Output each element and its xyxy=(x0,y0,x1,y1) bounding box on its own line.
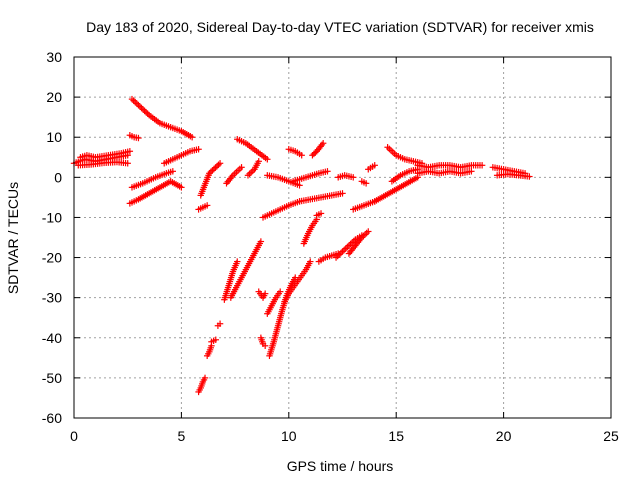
data-point xyxy=(124,160,131,167)
x-tick-labels: 0 5 10 15 20 25 xyxy=(70,428,619,444)
y-tick-label: -60 xyxy=(42,410,62,426)
data-point xyxy=(248,169,255,176)
data-point xyxy=(336,251,343,258)
data-point xyxy=(277,288,284,295)
axis-ticks xyxy=(73,56,612,419)
data-point xyxy=(526,173,533,180)
data-point xyxy=(234,258,241,265)
data-point xyxy=(141,107,148,115)
data-point xyxy=(264,156,271,163)
data-point xyxy=(350,174,357,181)
data-point xyxy=(136,103,144,110)
data-point xyxy=(169,168,177,175)
data-point xyxy=(360,232,367,240)
data-point xyxy=(468,168,475,175)
data-point xyxy=(132,98,139,106)
data-point xyxy=(362,180,370,187)
y-axis-title: SDTVAR / TECUs xyxy=(5,182,21,294)
data-point xyxy=(255,158,262,165)
data-point xyxy=(307,258,314,265)
data-point xyxy=(201,374,209,382)
data-point xyxy=(135,134,142,142)
data-point xyxy=(296,182,303,189)
x-axis-title: GPS time / hours xyxy=(287,458,394,474)
data-point xyxy=(188,134,196,141)
x-tick-label: 0 xyxy=(70,428,78,444)
data-point xyxy=(342,245,349,252)
y-tick-label: -10 xyxy=(42,209,62,225)
data-point xyxy=(195,146,202,153)
x-tick-label: 10 xyxy=(281,428,297,444)
data-point xyxy=(133,100,141,107)
data-point xyxy=(340,246,348,254)
data-point xyxy=(339,190,346,197)
x-tick-label: 20 xyxy=(496,428,512,444)
data-point xyxy=(216,320,224,327)
data-point xyxy=(215,161,222,168)
x-tick-label: 5 xyxy=(178,428,186,444)
y-tick-label: -50 xyxy=(42,370,62,386)
data-points xyxy=(70,95,533,396)
y-tick-labels: -60 -50 -40 -30 -20 -10 0 10 20 30 xyxy=(42,49,62,426)
data-point xyxy=(203,202,211,209)
y-tick-label: -20 xyxy=(42,250,62,266)
data-point xyxy=(317,210,325,217)
y-tick-label: -40 xyxy=(42,330,62,346)
data-point xyxy=(298,152,305,159)
y-tick-label: -30 xyxy=(42,290,62,306)
plot-frame xyxy=(73,56,612,419)
data-point xyxy=(261,342,269,349)
data-point xyxy=(319,140,327,147)
data-point xyxy=(246,170,253,178)
data-point xyxy=(344,243,351,251)
data-point xyxy=(135,101,142,109)
data-point xyxy=(213,162,221,170)
data-point xyxy=(216,160,224,167)
data-point xyxy=(142,109,150,116)
data-point xyxy=(261,290,269,297)
data-point xyxy=(138,104,145,112)
y-tick-label: 10 xyxy=(46,129,62,145)
data-point xyxy=(350,237,357,245)
data-point xyxy=(130,97,137,104)
x-tick-label: 15 xyxy=(388,428,404,444)
data-point xyxy=(209,167,216,174)
x-tick-label: 25 xyxy=(603,428,619,444)
data-point xyxy=(212,164,219,171)
data-point xyxy=(478,162,486,169)
y-tick-label: 30 xyxy=(46,49,62,65)
data-point xyxy=(178,184,185,191)
grid xyxy=(74,57,611,418)
data-point xyxy=(210,165,218,173)
chart-title: Day 183 of 2020, Sidereal Day-to-day VTE… xyxy=(86,19,594,35)
data-point xyxy=(324,168,331,175)
data-point xyxy=(371,162,378,169)
data-point xyxy=(139,106,147,113)
data-point xyxy=(126,148,134,155)
y-tick-label: 0 xyxy=(54,169,62,185)
data-point xyxy=(257,238,265,245)
data-point xyxy=(365,228,372,235)
data-point xyxy=(238,164,245,171)
data-point xyxy=(212,336,219,343)
y-tick-label: 20 xyxy=(46,89,62,105)
